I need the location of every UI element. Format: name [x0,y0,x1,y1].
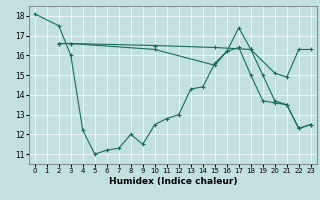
X-axis label: Humidex (Indice chaleur): Humidex (Indice chaleur) [108,177,237,186]
